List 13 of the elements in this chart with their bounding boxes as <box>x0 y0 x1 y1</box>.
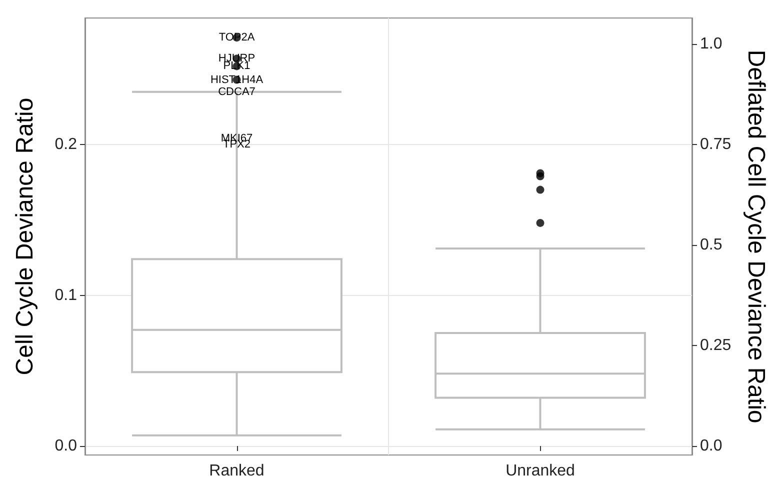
y2-axis-title: Deflated Cell Cycle Deviance Ratio <box>742 50 770 424</box>
y-axis-title: Cell Cycle Deviance Ratio <box>12 98 38 376</box>
y2-tick-label: 0.0 <box>700 438 722 455</box>
x-tick-label: Unranked <box>506 462 575 480</box>
y2-tick-label: 1.0 <box>700 36 722 53</box>
y-tick-label: 0.2 <box>54 136 78 154</box>
x-tick-label: Ranked <box>209 462 264 480</box>
annotation: CDCA7 <box>218 86 256 98</box>
y-tick-label: 0.1 <box>54 286 78 304</box>
y-tick-label: 0.0 <box>54 437 78 454</box>
y2-tick-label: 0.5 <box>700 236 722 254</box>
y2-tick-label: 0.75 <box>700 136 732 154</box>
y2-tick-label: 0.25 <box>700 337 732 354</box>
